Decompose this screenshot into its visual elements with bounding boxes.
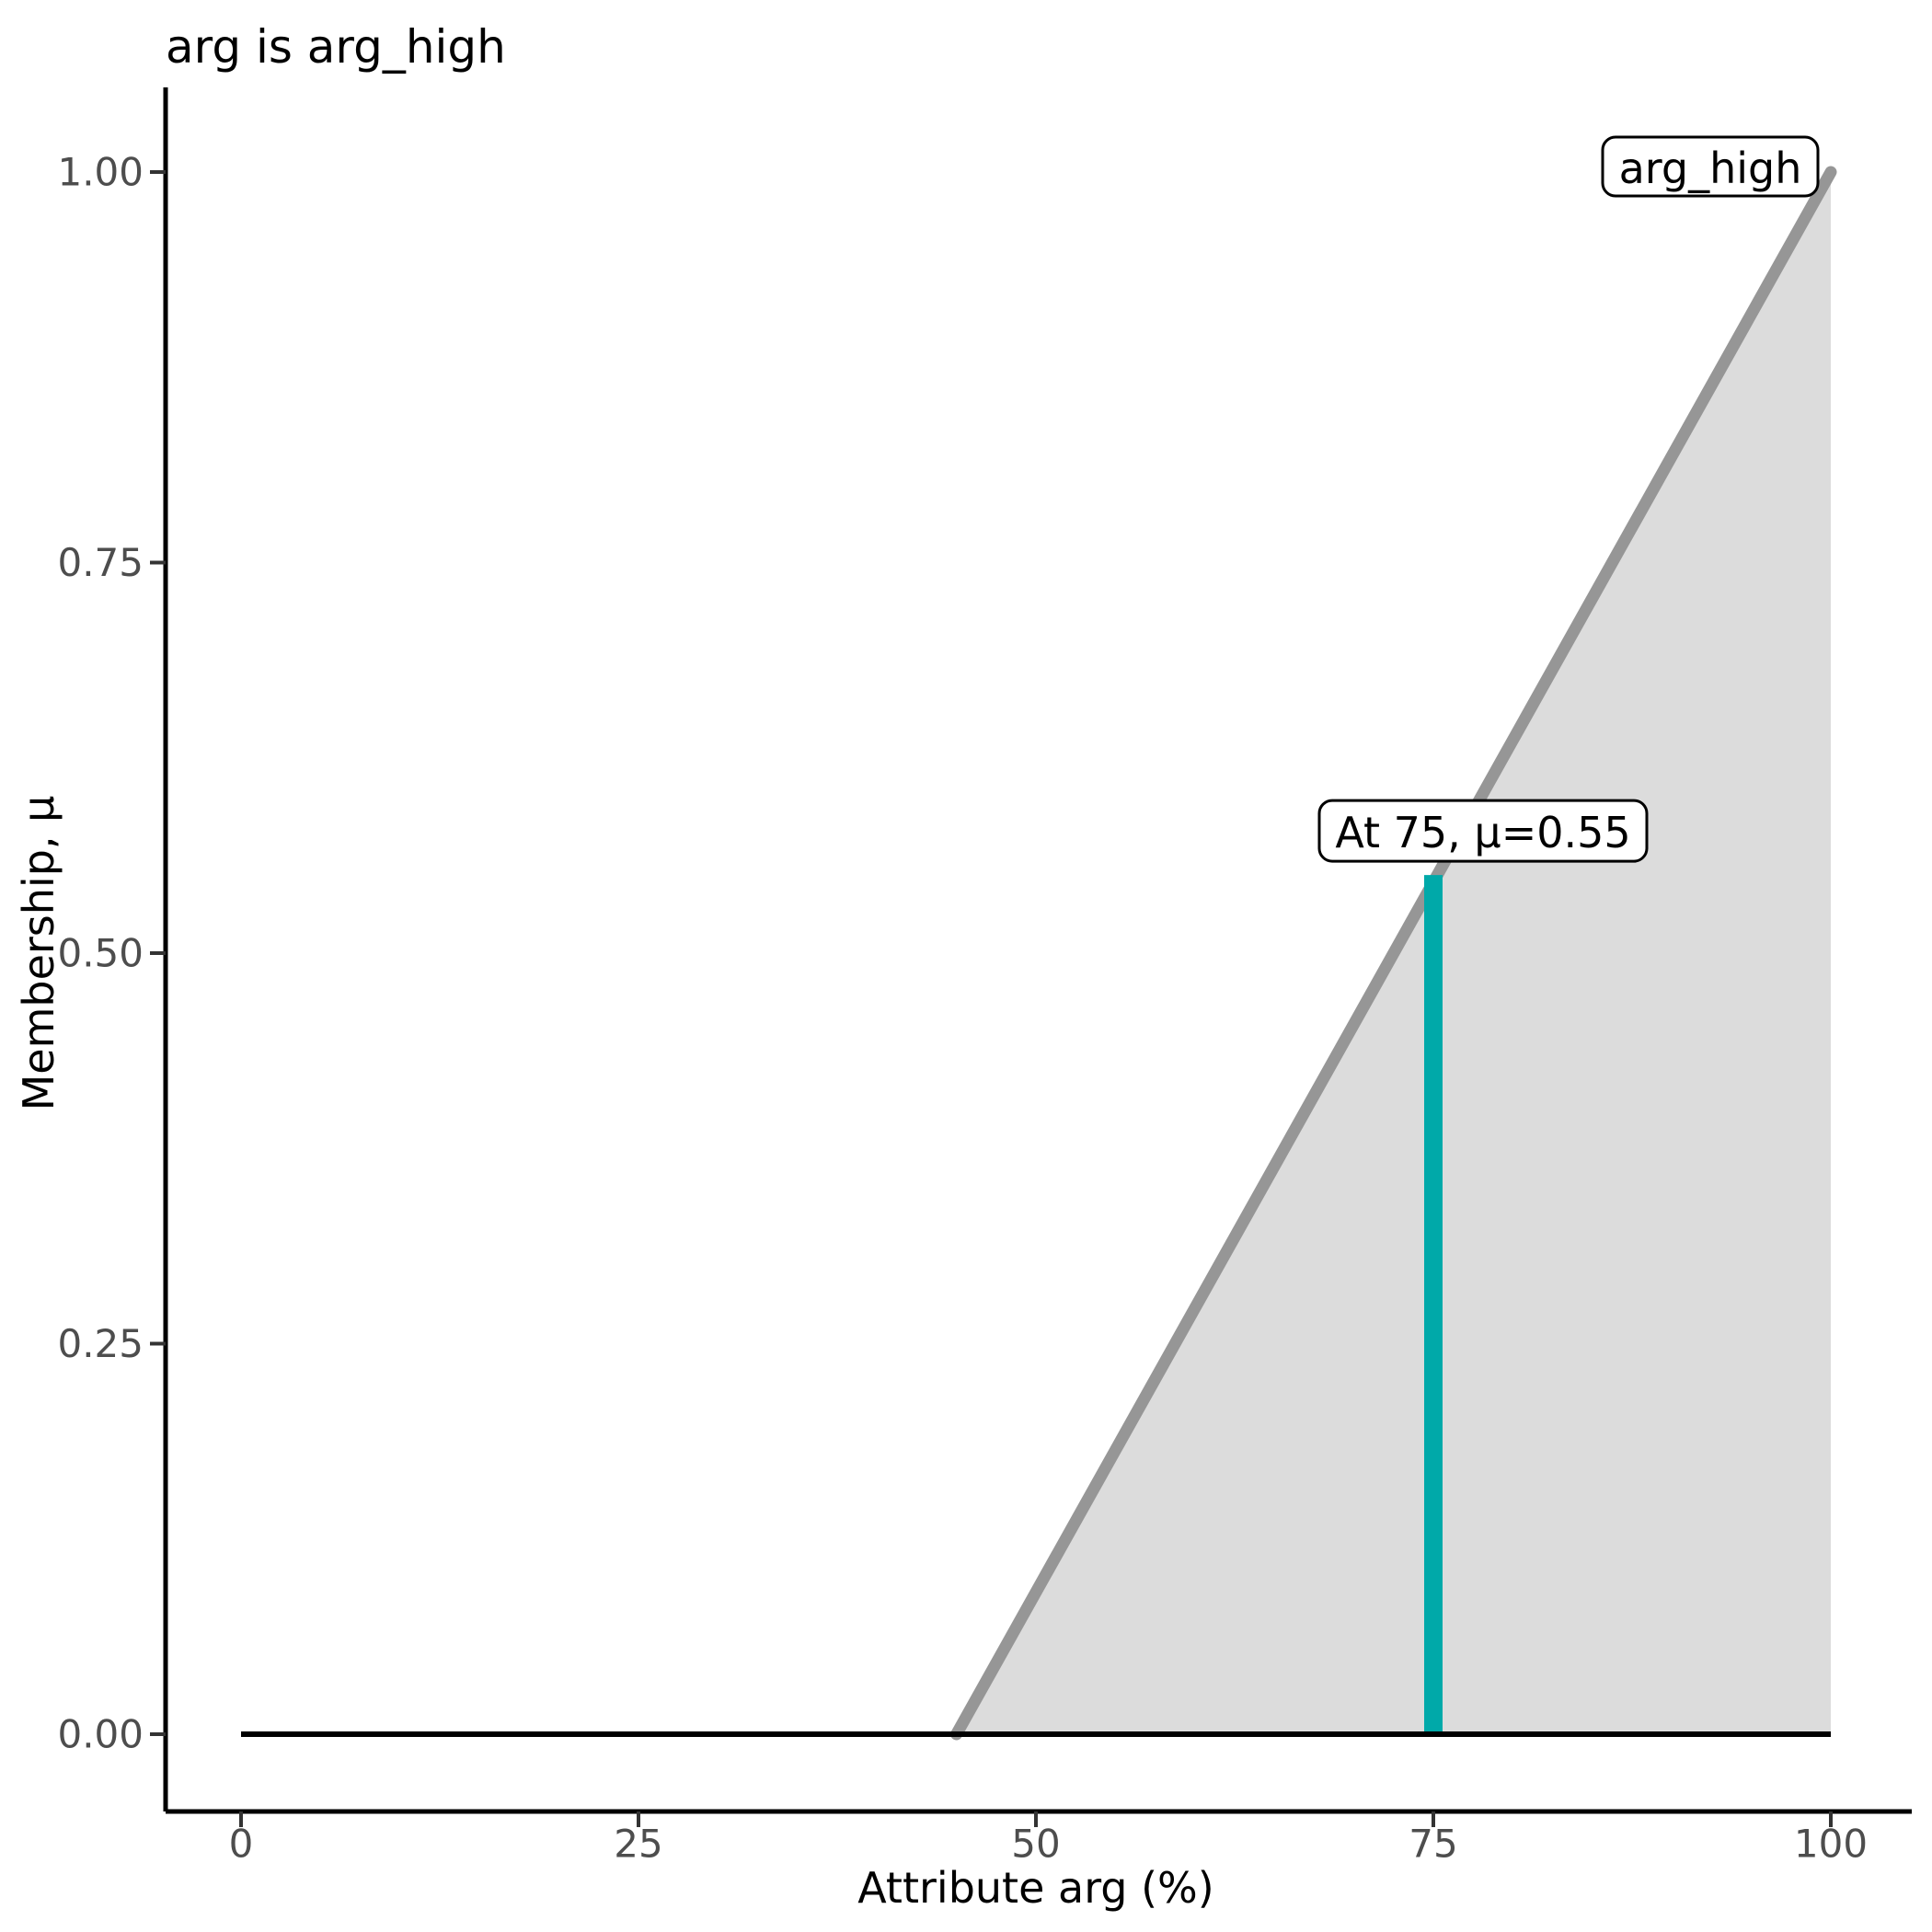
y-axis-title: Membership, μ bbox=[14, 796, 63, 1111]
y-axis-tick-label: 0.75 bbox=[57, 540, 144, 585]
x-axis-title: Attribute arg (%) bbox=[857, 1863, 1213, 1913]
y-axis-tick-label: 0.25 bbox=[57, 1321, 144, 1366]
x-axis-tick-label: 0 bbox=[229, 1822, 254, 1867]
x-axis-ticks: 0 25 50 75 100 bbox=[229, 1811, 1868, 1867]
annotation-set-box bbox=[1601, 135, 1820, 198]
y-axis-tick-label: 1.00 bbox=[57, 150, 144, 195]
annotation-cut-label: At 75, μ=0.55 bbox=[1317, 799, 1649, 863]
annotation-cut-text: At 75, μ=0.55 bbox=[1335, 808, 1630, 857]
x-axis-tick-label: 75 bbox=[1409, 1822, 1457, 1867]
annotation-set-text: arg_high bbox=[1619, 144, 1802, 193]
x-axis-tick-label: 25 bbox=[614, 1822, 662, 1867]
chart-title: arg is arg_high bbox=[166, 20, 506, 74]
x-axis-tick-label: 50 bbox=[1011, 1822, 1060, 1867]
y-axis-tick-label: 0.50 bbox=[57, 931, 144, 976]
y-axis-ticks: 0.00 0.25 0.50 0.75 1.00 bbox=[57, 150, 166, 1757]
x-axis-tick-label: 100 bbox=[1794, 1822, 1868, 1867]
annotation-cut-box bbox=[1317, 799, 1649, 863]
membership-function-line bbox=[950, 166, 1837, 1741]
y-axis-tick-label: 0.00 bbox=[57, 1712, 144, 1757]
annotation-set-label: arg_high bbox=[1601, 135, 1820, 198]
